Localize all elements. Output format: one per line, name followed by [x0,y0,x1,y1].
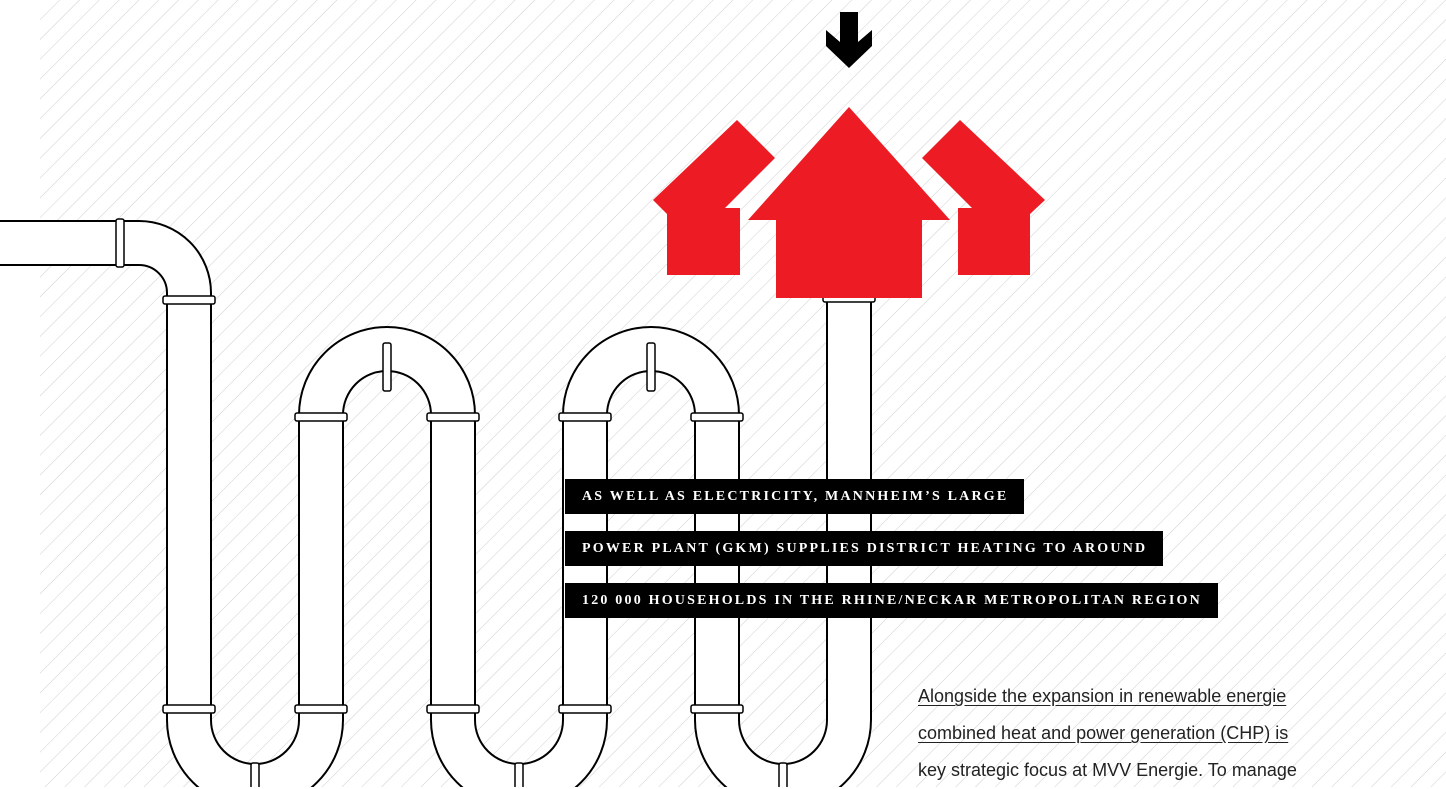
headline-line: POWER PLANT (GKM) SUPPLIES DISTRICT HEAT… [565,531,1163,566]
body-line: key strategic focus at MVV Energie. To m… [918,752,1297,789]
hatch-background [40,0,1446,787]
headline-line: 120 000 HOUSEHOLDS IN THE RHINE/NECKAR M… [565,583,1218,618]
headline-line: AS WELL AS ELECTRICITY, MANNHEIM’S LARGE [565,479,1024,514]
body-line: combined heat and power generation (CHP)… [918,715,1288,752]
illustration [0,0,1446,787]
body-line: Alongside the expansion in renewable ene… [918,678,1286,715]
page: AS WELL AS ELECTRICITY, MANNHEIM’S LARGE… [0,0,1446,787]
